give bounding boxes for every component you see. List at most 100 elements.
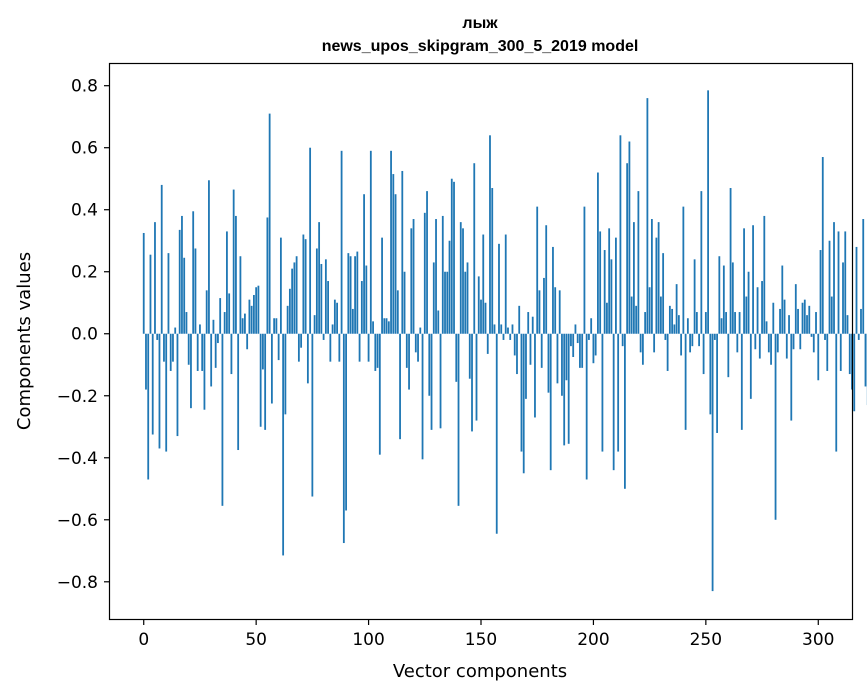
bar	[561, 333, 563, 396]
bar	[727, 333, 730, 378]
bar	[513, 333, 516, 356]
bar	[372, 321, 374, 334]
bar	[147, 333, 150, 480]
x-tick-label: 50	[245, 630, 267, 650]
bar	[349, 256, 352, 334]
bar	[525, 333, 527, 399]
bar	[860, 308, 862, 334]
bar	[552, 246, 554, 334]
bar	[190, 333, 192, 409]
bar	[309, 147, 312, 334]
bar	[691, 333, 694, 347]
bar	[295, 256, 298, 334]
x-tick-label: 300	[802, 630, 834, 650]
bar	[583, 206, 586, 334]
y-tick-label: −0.6	[57, 511, 98, 531]
bar	[621, 333, 624, 347]
bar	[502, 333, 505, 340]
bar	[192, 211, 195, 334]
bar	[217, 333, 219, 344]
bar	[677, 315, 680, 334]
bar	[855, 246, 858, 334]
bar	[556, 333, 559, 384]
bar	[178, 229, 181, 334]
bar	[282, 333, 285, 556]
bar	[149, 254, 152, 334]
bar	[606, 302, 608, 334]
bar	[304, 239, 307, 334]
bar	[707, 90, 709, 334]
bar	[819, 250, 822, 334]
bar	[711, 333, 714, 592]
bar	[754, 333, 757, 350]
bar	[815, 312, 817, 334]
bar	[592, 333, 595, 364]
bar	[399, 333, 401, 440]
y-tick-label: −0.8	[57, 573, 98, 593]
bar	[738, 312, 741, 334]
y-axis-label: Components values	[14, 252, 35, 430]
bar	[824, 333, 826, 340]
bar	[226, 231, 228, 334]
bar	[351, 308, 354, 334]
bar	[410, 228, 413, 334]
bar	[250, 305, 253, 334]
y-tick-label: −0.4	[57, 449, 98, 469]
bar	[214, 333, 217, 368]
bar	[684, 333, 687, 430]
bar	[417, 333, 419, 362]
bar	[412, 219, 415, 334]
bar	[167, 253, 170, 334]
bar	[729, 188, 732, 334]
bar	[450, 178, 453, 334]
bar	[462, 228, 464, 334]
bar	[810, 333, 813, 337]
bar	[448, 240, 451, 334]
bar	[432, 262, 435, 334]
bar	[567, 333, 570, 444]
bar	[183, 257, 186, 334]
bar	[853, 333, 856, 412]
bar	[221, 333, 224, 506]
bar	[603, 250, 606, 334]
bar	[262, 333, 264, 370]
bar	[639, 333, 642, 353]
bar	[862, 219, 865, 334]
x-tick-label: 200	[577, 630, 609, 650]
bar	[817, 333, 820, 381]
bar	[628, 141, 631, 334]
bar	[270, 333, 273, 404]
bar	[574, 324, 577, 334]
bar	[212, 319, 215, 334]
bar	[235, 215, 237, 334]
bar	[626, 163, 629, 334]
bar	[293, 262, 296, 334]
bar	[565, 333, 568, 381]
bar	[446, 271, 449, 334]
bar	[581, 333, 584, 368]
bar	[570, 333, 572, 347]
bar	[230, 333, 233, 375]
bar	[464, 271, 467, 334]
bar	[624, 333, 626, 489]
bar	[601, 333, 604, 452]
bar	[390, 150, 392, 334]
bar	[253, 294, 255, 334]
bar	[740, 333, 743, 430]
bar	[590, 318, 593, 334]
bar	[806, 315, 808, 334]
chart-title: лыж	[462, 15, 498, 32]
bar	[797, 308, 799, 334]
bar	[187, 333, 190, 365]
bar	[385, 318, 388, 334]
bar	[664, 333, 667, 340]
bar	[246, 333, 249, 350]
bar	[842, 262, 844, 334]
bar	[828, 240, 831, 334]
bar	[579, 333, 581, 368]
bar	[430, 333, 433, 430]
bar	[644, 312, 647, 334]
bar	[655, 237, 658, 334]
bar	[662, 253, 665, 334]
bar	[615, 237, 617, 334]
